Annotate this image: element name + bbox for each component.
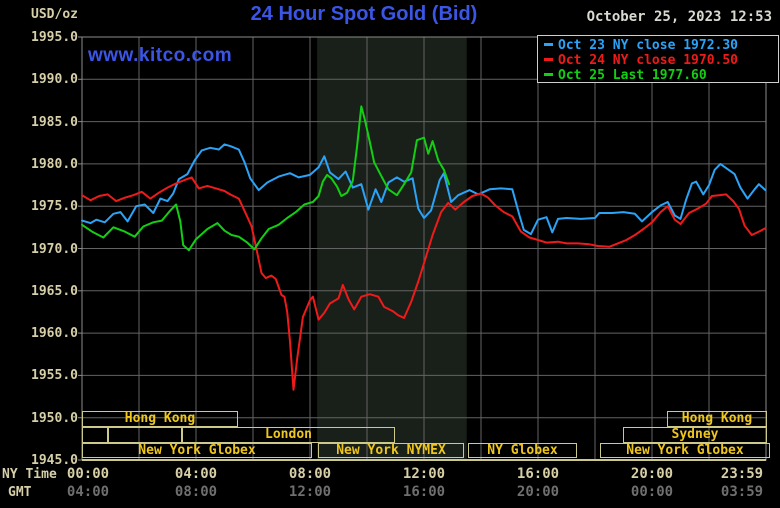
price-line-oct-24 <box>81 176 767 391</box>
y-axis-label: 1950.0 <box>31 410 78 426</box>
y-axis-label: 1955.0 <box>31 368 78 384</box>
session-box-ny-globex: NY Globex <box>468 443 577 458</box>
x-axis-ny-label: 04:00 <box>174 466 218 482</box>
session-label: New York Globex <box>138 444 256 457</box>
session-label: NY Globex <box>487 444 558 457</box>
price-line-oct-25 <box>81 105 451 252</box>
chart-timestamp: October 25, 2023 12:53 <box>586 9 772 25</box>
session-box-london: London <box>182 427 395 443</box>
x-axis-ny-label: 08:00 <box>288 466 332 482</box>
oct-25-line-marker <box>544 72 553 76</box>
y-axis-label: 1960.0 <box>31 326 78 342</box>
session-label: Hong Kong <box>124 412 196 426</box>
x-axis-ny-label: 20:00 <box>630 466 674 482</box>
ny-time-axis-label: NY Time <box>2 467 57 482</box>
y-axis-label: 1970.0 <box>31 241 78 257</box>
session-box-new-york-nymex: New York NYMEX <box>318 443 464 458</box>
legend-row-oct-25: Oct 25 Last 1977.60 <box>544 68 778 83</box>
y-axis-label: 1985.0 <box>31 114 78 130</box>
y-axis-label: 1990.0 <box>31 72 78 88</box>
y-axis-label: 1945.0 <box>31 453 78 468</box>
legend-row-oct-24: Oct 24 NY close 1970.50 <box>544 53 778 68</box>
unit-label: USD/oz <box>31 7 78 22</box>
legend-label: Oct 25 Last 1977.60 <box>558 68 707 83</box>
kitco-watermark: www.kitco.com <box>88 45 233 66</box>
session-box <box>82 427 108 443</box>
x-axis-gmt-label: 12:00 <box>288 484 332 500</box>
x-axis-gmt-label: 08:00 <box>174 484 218 500</box>
x-axis-ny-label: 23:59 <box>720 466 764 482</box>
x-axis-gmt-label: 00:00 <box>630 484 674 500</box>
y-axis-label: 1980.0 <box>31 156 78 172</box>
x-axis-gmt-label: 16:00 <box>402 484 446 500</box>
session-label: Sydney <box>671 428 719 442</box>
oct-23-line-marker <box>544 42 553 46</box>
oct-24-line-marker <box>544 57 553 61</box>
x-axis-gmt-label: 20:00 <box>516 484 560 500</box>
session-box-new-york-globex: New York Globex <box>600 443 770 458</box>
x-axis-gmt-label: 04:00 <box>66 484 110 500</box>
session-box-hong-kong: Hong Kong <box>667 411 767 427</box>
price-line-oct-23 <box>81 143 767 236</box>
x-axis-gmt-label: 03:59 <box>720 484 764 500</box>
page-title: 24 Hour Spot Gold (Bid) <box>250 3 478 25</box>
legend-label: Oct 24 NY close 1970.50 <box>558 53 739 68</box>
x-axis-ny-label: 00:00 <box>66 466 110 482</box>
x-axis-ny-label: 16:00 <box>516 466 560 482</box>
y-axis-label: 1995.0 <box>31 30 78 45</box>
gmt-axis-label: GMT <box>8 485 32 500</box>
session-label: New York NYMEX <box>336 444 446 457</box>
legend-row-oct-23: Oct 23 NY close 1972.30 <box>544 38 778 53</box>
session-box-sydney: Sydney <box>623 427 767 443</box>
session-label: New York Globex <box>626 444 744 457</box>
y-axis-label: 1975.0 <box>31 199 78 215</box>
session-box <box>108 427 182 443</box>
session-label: Hong Kong <box>681 412 753 426</box>
x-axis-ny-label: 12:00 <box>402 466 446 482</box>
y-axis-label: 1965.0 <box>31 283 78 299</box>
session-box-hong-kong: Hong Kong <box>82 411 238 427</box>
session-box-new-york-globex: New York Globex <box>82 443 312 458</box>
session-label: London <box>265 428 312 442</box>
legend: Oct 23 NY close 1972.30 Oct 24 NY close … <box>537 35 779 83</box>
legend-label: Oct 23 NY close 1972.30 <box>558 38 739 53</box>
